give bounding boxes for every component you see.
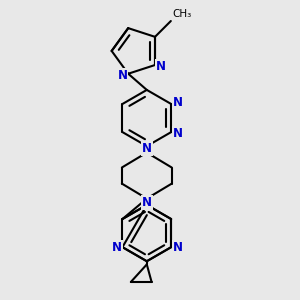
Text: N: N bbox=[142, 142, 152, 155]
Text: N: N bbox=[173, 127, 183, 140]
Text: N: N bbox=[173, 96, 183, 109]
Text: N: N bbox=[142, 196, 152, 209]
Text: CH₃: CH₃ bbox=[172, 9, 192, 20]
Text: N: N bbox=[118, 69, 128, 82]
Text: N: N bbox=[112, 241, 122, 254]
Text: N: N bbox=[156, 60, 166, 73]
Text: N: N bbox=[172, 241, 183, 254]
